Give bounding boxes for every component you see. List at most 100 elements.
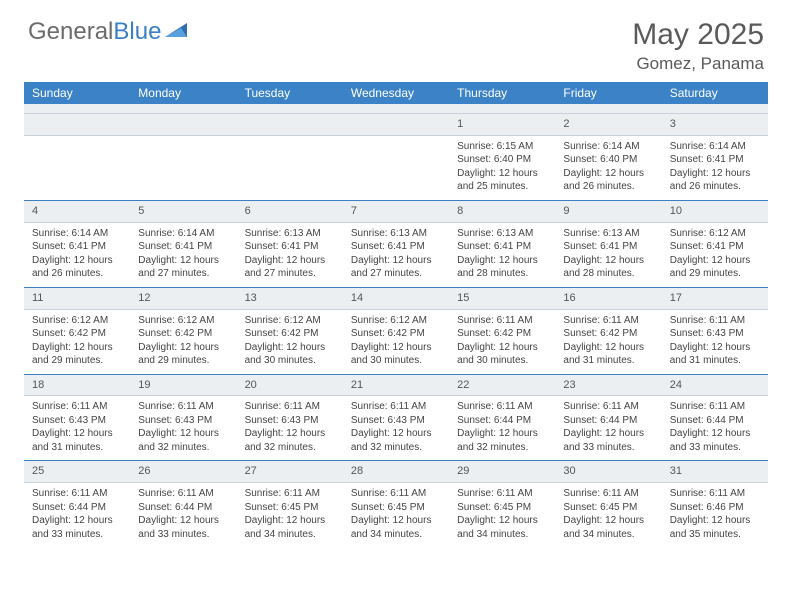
weekday-header: Wednesday	[343, 82, 449, 104]
sunrise-line: Sunrise: 6:12 AM	[245, 314, 335, 328]
sunrise-line: Sunrise: 6:11 AM	[670, 314, 760, 328]
day-number: 4	[24, 200, 130, 223]
sunset-line: Sunset: 6:45 PM	[245, 501, 335, 515]
day-number: 8	[449, 200, 555, 223]
daylight-line: Daylight: 12 hours and 28 minutes.	[457, 254, 547, 281]
daylight-line: Daylight: 12 hours and 31 minutes.	[32, 427, 122, 454]
day-body: Sunrise: 6:11 AMSunset: 6:44 PMDaylight:…	[24, 483, 130, 547]
day-number: 23	[555, 374, 661, 397]
sunset-line: Sunset: 6:41 PM	[670, 153, 760, 167]
sunset-line: Sunset: 6:42 PM	[457, 327, 547, 341]
daylight-line: Daylight: 12 hours and 29 minutes.	[670, 254, 760, 281]
day-number: 1	[449, 114, 555, 136]
day-cell: 3Sunrise: 6:14 AMSunset: 6:41 PMDaylight…	[662, 114, 768, 200]
day-number: 14	[343, 287, 449, 310]
sunrise-line: Sunrise: 6:11 AM	[563, 400, 653, 414]
sunrise-line: Sunrise: 6:14 AM	[138, 227, 228, 241]
daylight-line: Daylight: 12 hours and 29 minutes.	[32, 341, 122, 368]
day-number: 15	[449, 287, 555, 310]
calendar-body: 1Sunrise: 6:15 AMSunset: 6:40 PMDaylight…	[24, 114, 768, 547]
week-row: 25Sunrise: 6:11 AMSunset: 6:44 PMDayligh…	[24, 460, 768, 547]
day-cell: 30Sunrise: 6:11 AMSunset: 6:45 PMDayligh…	[555, 460, 661, 547]
day-body: Sunrise: 6:11 AMSunset: 6:45 PMDaylight:…	[343, 483, 449, 547]
day-cell: 15Sunrise: 6:11 AMSunset: 6:42 PMDayligh…	[449, 287, 555, 374]
day-number: 27	[237, 460, 343, 483]
daylight-line: Daylight: 12 hours and 34 minutes.	[457, 514, 547, 541]
daylight-line: Daylight: 12 hours and 30 minutes.	[351, 341, 441, 368]
daylight-line: Daylight: 12 hours and 33 minutes.	[563, 427, 653, 454]
daylight-line: Daylight: 12 hours and 30 minutes.	[457, 341, 547, 368]
day-cell: 1Sunrise: 6:15 AMSunset: 6:40 PMDaylight…	[449, 114, 555, 200]
sunrise-line: Sunrise: 6:11 AM	[245, 487, 335, 501]
daylight-line: Daylight: 12 hours and 32 minutes.	[138, 427, 228, 454]
day-number: 20	[237, 374, 343, 397]
day-cell: 16Sunrise: 6:11 AMSunset: 6:42 PMDayligh…	[555, 287, 661, 374]
daylight-line: Daylight: 12 hours and 32 minutes.	[457, 427, 547, 454]
empty-cell	[343, 114, 449, 200]
month-title: May 2025	[632, 18, 764, 52]
day-cell: 31Sunrise: 6:11 AMSunset: 6:46 PMDayligh…	[662, 460, 768, 547]
day-cell: 12Sunrise: 6:12 AMSunset: 6:42 PMDayligh…	[130, 287, 236, 374]
sunrise-line: Sunrise: 6:14 AM	[32, 227, 122, 241]
day-number: 28	[343, 460, 449, 483]
sunset-line: Sunset: 6:44 PM	[138, 501, 228, 515]
day-body: Sunrise: 6:12 AMSunset: 6:42 PMDaylight:…	[343, 310, 449, 374]
daylight-line: Daylight: 12 hours and 26 minutes.	[563, 167, 653, 194]
day-cell: 10Sunrise: 6:12 AMSunset: 6:41 PMDayligh…	[662, 200, 768, 287]
empty-daynum	[237, 114, 343, 136]
day-cell: 21Sunrise: 6:11 AMSunset: 6:43 PMDayligh…	[343, 374, 449, 461]
empty-cell	[237, 114, 343, 200]
day-number: 7	[343, 200, 449, 223]
day-body: Sunrise: 6:11 AMSunset: 6:42 PMDaylight:…	[555, 310, 661, 374]
day-body: Sunrise: 6:14 AMSunset: 6:41 PMDaylight:…	[24, 223, 130, 287]
sunrise-line: Sunrise: 6:12 AM	[351, 314, 441, 328]
day-body: Sunrise: 6:11 AMSunset: 6:45 PMDaylight:…	[237, 483, 343, 547]
empty-daynum	[130, 114, 236, 136]
day-cell: 11Sunrise: 6:12 AMSunset: 6:42 PMDayligh…	[24, 287, 130, 374]
day-number: 3	[662, 114, 768, 136]
sunset-line: Sunset: 6:41 PM	[138, 240, 228, 254]
day-cell: 5Sunrise: 6:14 AMSunset: 6:41 PMDaylight…	[130, 200, 236, 287]
day-number: 9	[555, 200, 661, 223]
sunrise-line: Sunrise: 6:11 AM	[457, 487, 547, 501]
empty-cell	[130, 114, 236, 200]
day-cell: 4Sunrise: 6:14 AMSunset: 6:41 PMDaylight…	[24, 200, 130, 287]
day-cell: 2Sunrise: 6:14 AMSunset: 6:40 PMDaylight…	[555, 114, 661, 200]
sunset-line: Sunset: 6:40 PM	[457, 153, 547, 167]
sunrise-line: Sunrise: 6:11 AM	[351, 400, 441, 414]
sunrise-line: Sunrise: 6:11 AM	[245, 400, 335, 414]
day-cell: 9Sunrise: 6:13 AMSunset: 6:41 PMDaylight…	[555, 200, 661, 287]
weekday-header: Monday	[130, 82, 236, 104]
day-body: Sunrise: 6:11 AMSunset: 6:44 PMDaylight:…	[555, 396, 661, 460]
day-body: Sunrise: 6:15 AMSunset: 6:40 PMDaylight:…	[449, 136, 555, 200]
day-number: 11	[24, 287, 130, 310]
day-number: 31	[662, 460, 768, 483]
logo: GeneralBlue	[28, 18, 191, 46]
day-body: Sunrise: 6:11 AMSunset: 6:45 PMDaylight:…	[449, 483, 555, 547]
sunrise-line: Sunrise: 6:11 AM	[351, 487, 441, 501]
sunset-line: Sunset: 6:45 PM	[563, 501, 653, 515]
day-body: Sunrise: 6:11 AMSunset: 6:43 PMDaylight:…	[130, 396, 236, 460]
logo-text: GeneralBlue	[28, 18, 161, 46]
day-number: 18	[24, 374, 130, 397]
day-cell: 28Sunrise: 6:11 AMSunset: 6:45 PMDayligh…	[343, 460, 449, 547]
day-body: Sunrise: 6:11 AMSunset: 6:43 PMDaylight:…	[343, 396, 449, 460]
sunrise-line: Sunrise: 6:13 AM	[351, 227, 441, 241]
day-number: 2	[555, 114, 661, 136]
weekday-header: Saturday	[662, 82, 768, 104]
weekday-header: Friday	[555, 82, 661, 104]
empty-cell	[24, 114, 130, 200]
sunrise-line: Sunrise: 6:13 AM	[245, 227, 335, 241]
sunset-line: Sunset: 6:44 PM	[457, 414, 547, 428]
day-body: Sunrise: 6:11 AMSunset: 6:45 PMDaylight:…	[555, 483, 661, 547]
day-body: Sunrise: 6:12 AMSunset: 6:42 PMDaylight:…	[130, 310, 236, 374]
day-cell: 29Sunrise: 6:11 AMSunset: 6:45 PMDayligh…	[449, 460, 555, 547]
day-cell: 17Sunrise: 6:11 AMSunset: 6:43 PMDayligh…	[662, 287, 768, 374]
day-body: Sunrise: 6:12 AMSunset: 6:42 PMDaylight:…	[24, 310, 130, 374]
weekday-header: Tuesday	[237, 82, 343, 104]
day-body: Sunrise: 6:11 AMSunset: 6:46 PMDaylight:…	[662, 483, 768, 547]
sunrise-line: Sunrise: 6:11 AM	[670, 487, 760, 501]
sunset-line: Sunset: 6:41 PM	[245, 240, 335, 254]
daylight-line: Daylight: 12 hours and 31 minutes.	[670, 341, 760, 368]
week-row: 11Sunrise: 6:12 AMSunset: 6:42 PMDayligh…	[24, 287, 768, 374]
